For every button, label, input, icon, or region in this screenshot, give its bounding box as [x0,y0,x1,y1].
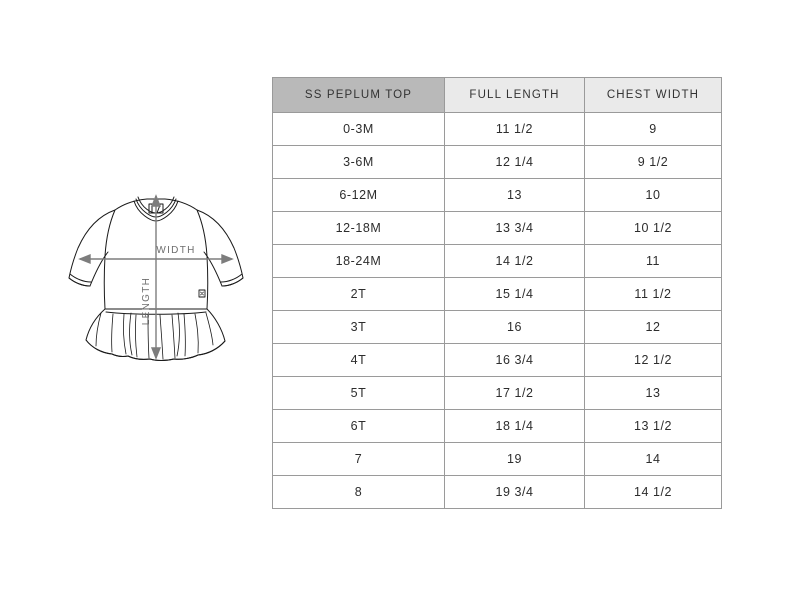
length-label: LENGTH [141,277,152,325]
cell-chest-width: 11 1/2 [584,277,722,311]
left-sleeve-hem [68,277,91,287]
table-row: 7 19 14 [272,442,722,476]
side-brand-tab [198,289,206,298]
peplum-fold-left [129,312,133,356]
peplum-fold-right [176,312,180,357]
cell-full-length: 11 1/2 [444,112,585,146]
width-arrow-head-left [78,253,91,265]
table-row: 18-24M 14 1/2 11 [272,244,722,278]
cell-size: 12-18M [272,211,445,245]
cell-size: 4T [272,343,445,377]
table-header: SS PEPLUM TOP FULL LENGTH CHEST WIDTH [272,77,722,113]
length-arrow-head-bottom [150,347,162,360]
cell-size: 2T [272,277,445,311]
right-sleeve-hem-inner [220,273,243,283]
table-row: 8 19 3/4 14 1/2 [272,475,722,509]
table-row: 12-18M 13 3/4 10 1/2 [272,211,722,245]
table-row: 6-12M 13 10 [272,178,722,212]
table-row: 3T 16 12 [272,310,722,344]
left-sleeve-outline [68,209,116,287]
cell-full-length: 12 1/4 [444,145,585,179]
cell-size: 8 [272,475,445,509]
cell-full-length: 18 1/4 [444,409,585,443]
cell-chest-width: 9 1/2 [584,145,722,179]
cell-chest-width: 14 [584,442,722,476]
table-row: 6T 18 1/4 13 1/2 [272,409,722,443]
peplum-gather-lines [95,312,214,360]
cell-size: 3-6M [272,145,445,179]
cell-full-length: 13 [444,178,585,212]
cell-chest-width: 13 [584,376,722,410]
cell-size: 6-12M [272,178,445,212]
cell-full-length: 14 1/2 [444,244,585,278]
cell-chest-width: 11 [584,244,722,278]
cell-full-length: 19 3/4 [444,475,585,509]
table-row: 0-3M 11 1/2 9 [272,112,722,146]
width-arrow-head-right [221,253,234,265]
column-header-full-length: FULL LENGTH [444,77,585,113]
cell-chest-width: 14 1/2 [584,475,722,509]
cell-chest-width: 13 1/2 [584,409,722,443]
cell-chest-width: 9 [584,112,722,146]
cell-size: 7 [272,442,445,476]
table-row: 4T 16 3/4 12 1/2 [272,343,722,377]
peplum-hem-edge [85,339,226,361]
left-sleeve-hem-inner [69,273,92,283]
cell-full-length: 17 1/2 [444,376,585,410]
bodice-outline [103,198,209,310]
side-brand-tab-mark [200,291,204,296]
cell-size: 0-3M [272,112,445,146]
cell-size: 3T [272,310,445,344]
table-body: 0-3M 11 1/2 9 3-6M 12 1/4 9 1/2 6-12M 13 10 12-18… [272,112,722,509]
width-label: WIDTH [156,245,195,256]
size-chart-table: SS PEPLUM TOP FULL LENGTH CHEST WIDTH 0-… [272,77,722,509]
cell-full-length: 15 1/4 [444,277,585,311]
table-row: 3-6M 12 1/4 9 1/2 [272,145,722,179]
cell-size: 6T [272,409,445,443]
cell-full-length: 16 3/4 [444,343,585,377]
table-row: 5T 17 1/2 13 [272,376,722,410]
right-sleeve-hem [221,277,244,287]
measurement-arrows [78,194,234,360]
table-row: 2T 15 1/4 11 1/2 [272,277,722,311]
length-arrow-head-top [150,194,162,207]
cell-size: 18-24M [272,244,445,278]
cell-chest-width: 12 [584,310,722,344]
peplum-top-line-drawing: WIDTH LENGTH [68,194,244,361]
cell-full-length: 19 [444,442,585,476]
cell-full-length: 16 [444,310,585,344]
column-header-chest-width: CHEST WIDTH [584,77,722,113]
cell-chest-width: 12 1/2 [584,343,722,377]
right-sleeve-outline [196,209,244,287]
cell-full-length: 13 3/4 [444,211,585,245]
cell-chest-width: 10 1/2 [584,211,722,245]
cell-size: 5T [272,376,445,410]
column-header-size: SS PEPLUM TOP [272,77,445,113]
garment-illustration: WIDTH LENGTH [56,182,256,392]
cell-chest-width: 10 [584,178,722,212]
header-row: SS PEPLUM TOP FULL LENGTH CHEST WIDTH [272,77,722,113]
